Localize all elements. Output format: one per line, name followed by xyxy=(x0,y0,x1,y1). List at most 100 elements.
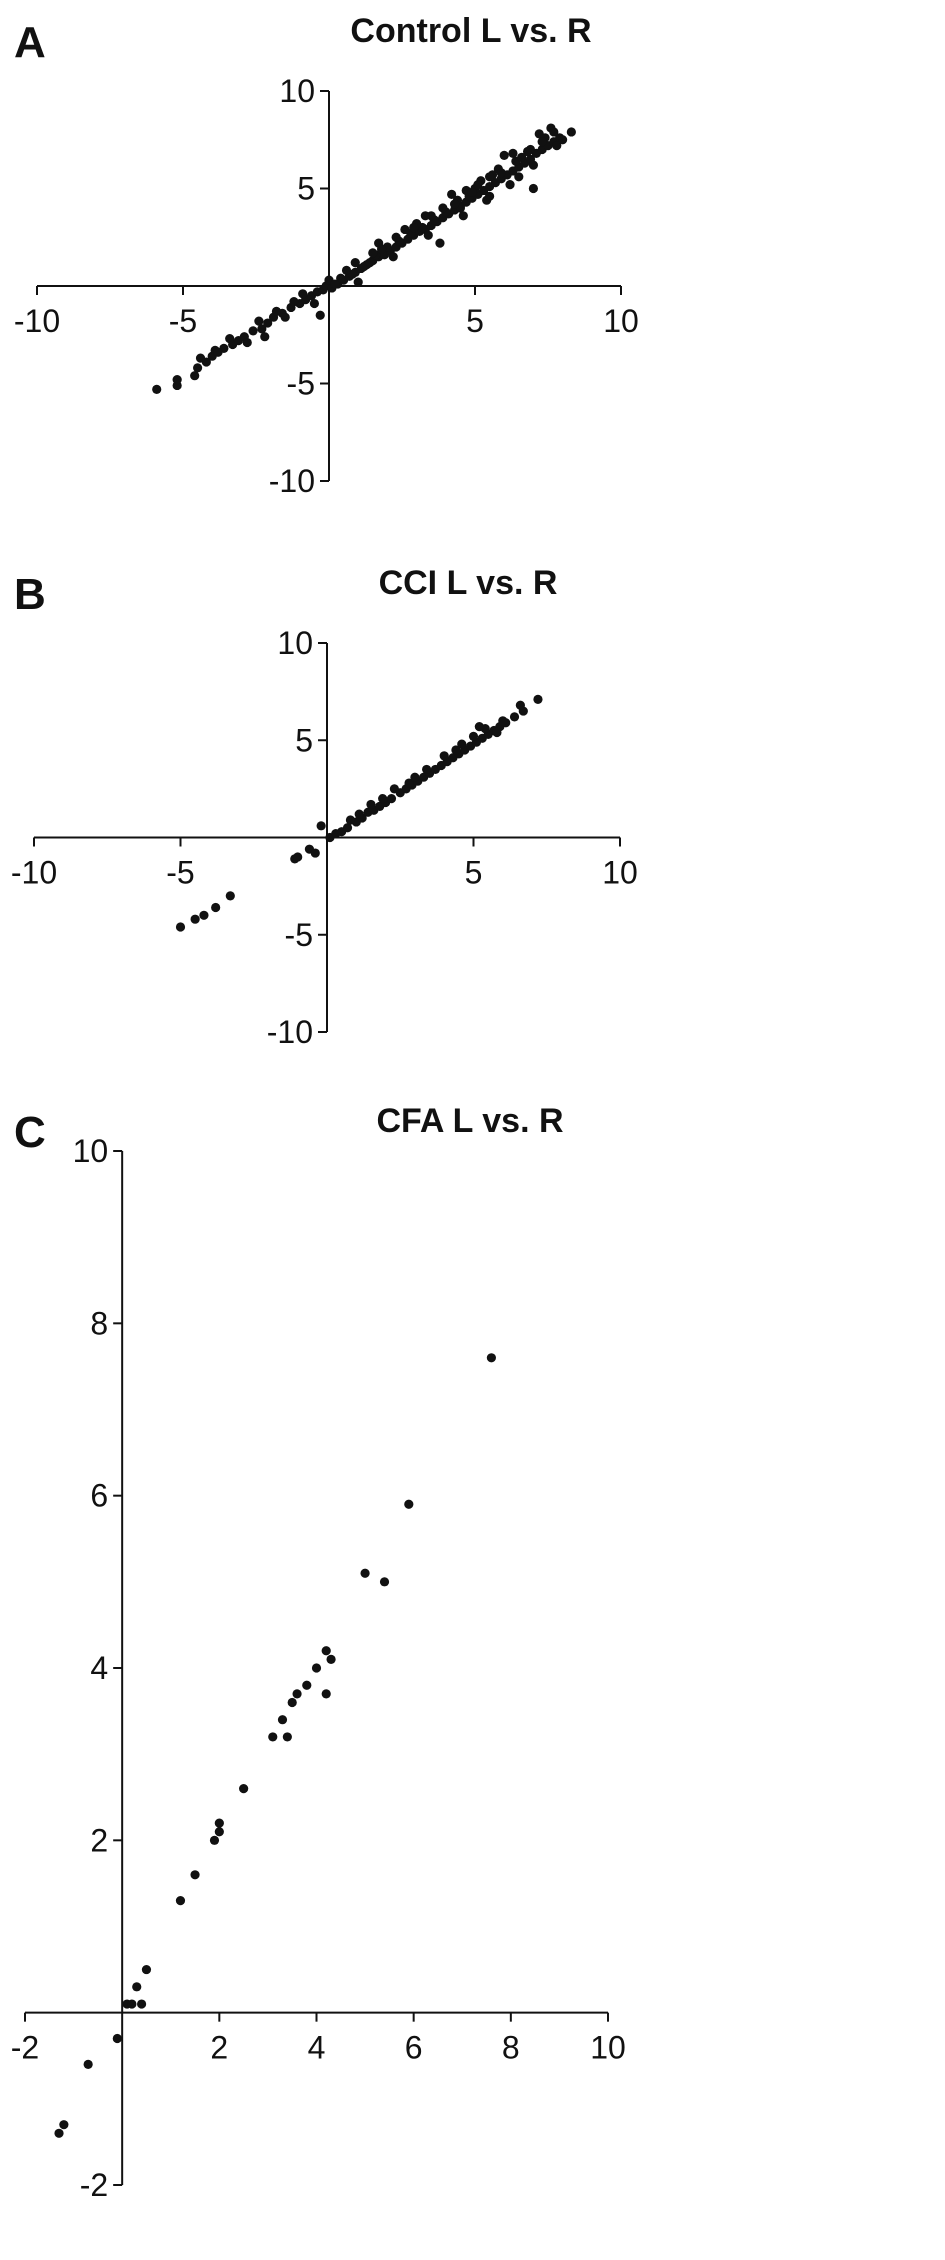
data-point xyxy=(199,910,209,920)
data-point xyxy=(59,2120,69,2130)
data-point xyxy=(485,172,495,182)
data-point xyxy=(190,914,200,924)
data-point xyxy=(316,821,326,831)
x-tick-label: 2 xyxy=(210,2030,228,2066)
data-point xyxy=(345,815,356,825)
data-point xyxy=(439,751,449,761)
data-point xyxy=(277,1715,288,1725)
data-point xyxy=(214,1827,224,1837)
data-point xyxy=(292,1689,302,1699)
data-point xyxy=(172,375,182,385)
x-tick-label: 6 xyxy=(405,2030,423,2066)
y-tick-label: 2 xyxy=(90,1822,108,1858)
data-point xyxy=(514,172,524,182)
data-point xyxy=(350,258,360,268)
scatter-plot-a: -10 -5 5 10 10 5 -5 -10 xyxy=(14,73,639,499)
y-tick-label: 8 xyxy=(90,1305,108,1341)
data-point xyxy=(341,265,352,275)
data-point xyxy=(447,189,457,199)
data-point xyxy=(420,211,430,221)
data-point xyxy=(321,1646,331,1656)
panel-label-a: A xyxy=(14,18,46,67)
data-point xyxy=(552,141,562,151)
x-tick-label: 5 xyxy=(465,855,483,891)
data-point xyxy=(457,739,467,749)
y-tick-label: 6 xyxy=(90,1478,108,1514)
y-tick-label: 4 xyxy=(90,1650,108,1686)
data-point xyxy=(533,694,543,705)
data-point xyxy=(260,332,270,342)
y-tick-label: 5 xyxy=(295,722,313,758)
data-point xyxy=(389,784,399,794)
x-tick-label: 10 xyxy=(602,855,638,891)
data-point xyxy=(302,1680,312,1690)
data-point xyxy=(409,222,419,233)
data-point xyxy=(379,1577,390,1587)
data-point xyxy=(558,135,568,145)
x-tick-label: 5 xyxy=(466,303,484,339)
data-point xyxy=(517,152,527,162)
x-tick-label: 10 xyxy=(590,2030,626,2066)
data-point xyxy=(209,1835,220,1845)
data-point xyxy=(137,1999,147,2009)
data-point xyxy=(83,2059,93,2069)
data-point xyxy=(214,1818,224,1828)
data-point xyxy=(193,363,203,373)
data-point xyxy=(438,203,448,213)
data-point xyxy=(528,183,539,194)
data-point xyxy=(309,298,319,309)
data-point xyxy=(112,2033,122,2044)
data-point xyxy=(342,823,353,833)
x-tick-label: 10 xyxy=(603,303,639,339)
data-point xyxy=(499,150,509,160)
data-point xyxy=(400,224,410,235)
data-point xyxy=(366,799,376,810)
data-point xyxy=(263,318,273,328)
scatter-plot-c: -2 2 4 6 8 10 10 8 6 4 2 -2 xyxy=(11,1133,626,2203)
x-tick-label: 8 xyxy=(502,2030,520,2066)
x-tick-label: -5 xyxy=(169,303,197,339)
data-point xyxy=(225,334,235,344)
data-point xyxy=(242,337,252,348)
data-point xyxy=(271,306,282,316)
data-point xyxy=(468,731,479,741)
data-point xyxy=(353,277,363,287)
data-point xyxy=(486,1353,496,1363)
x-tick-label: 4 xyxy=(308,2030,326,2066)
data-point xyxy=(132,1982,142,1992)
data-point xyxy=(127,1999,137,2009)
data-point xyxy=(282,1732,292,1742)
data-point xyxy=(549,127,559,137)
data-point xyxy=(496,168,506,178)
y-tick-label: 5 xyxy=(297,171,315,207)
data-point xyxy=(376,244,387,254)
data-point xyxy=(368,248,378,258)
y-tick-label: 10 xyxy=(279,73,315,109)
data-point xyxy=(54,2128,64,2138)
data-point xyxy=(293,852,303,862)
data-point xyxy=(321,1689,331,1699)
y-tick-label: -5 xyxy=(287,366,315,402)
data-point xyxy=(287,1697,297,1708)
data-point xyxy=(449,199,460,209)
data-point xyxy=(175,1896,186,1906)
data-point xyxy=(388,252,398,262)
data-point xyxy=(525,144,536,155)
data-point xyxy=(537,137,547,147)
data-point xyxy=(254,316,264,326)
data-point xyxy=(248,326,258,336)
data-point xyxy=(330,279,340,289)
y-tick-label: -10 xyxy=(267,1014,313,1050)
data-point xyxy=(473,180,483,190)
data-point xyxy=(239,1784,249,1794)
data-point xyxy=(298,289,308,299)
data-point xyxy=(152,384,162,394)
scatter-plot-b: -10 -5 5 10 10 5 -5 -10 xyxy=(11,625,638,1050)
data-point xyxy=(451,745,461,755)
data-point xyxy=(528,160,539,170)
chart-title-c: CFA L vs. R xyxy=(376,1102,564,1140)
data-point xyxy=(257,324,267,334)
data-point xyxy=(289,297,299,307)
data-point xyxy=(423,230,433,240)
x-tick-label: -10 xyxy=(14,303,60,339)
